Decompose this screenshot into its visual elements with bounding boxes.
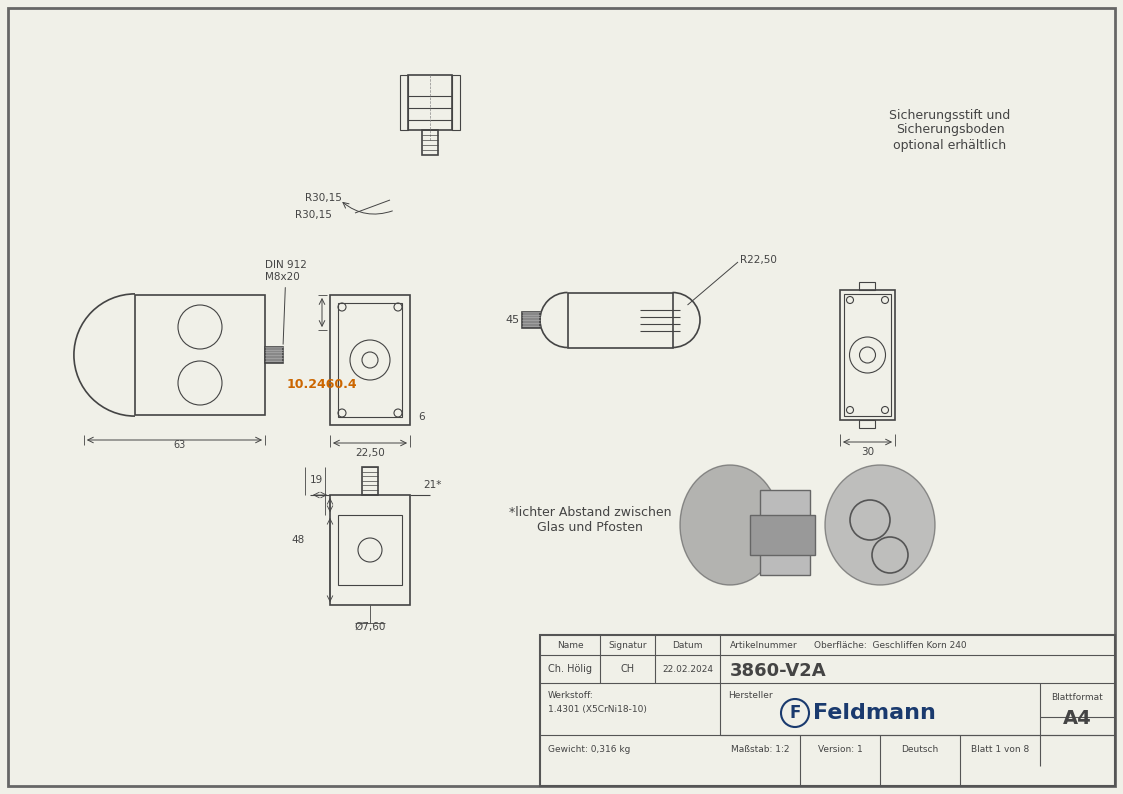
Bar bbox=[540, 635, 1115, 786]
Bar bbox=[422, 130, 438, 155]
Text: 22,50: 22,50 bbox=[355, 448, 385, 458]
Bar bbox=[265, 347, 283, 363]
Text: 19: 19 bbox=[309, 475, 322, 485]
Text: Ø7,60: Ø7,60 bbox=[355, 622, 385, 632]
Bar bbox=[760, 490, 810, 575]
Text: 21*: 21* bbox=[423, 480, 441, 490]
Text: *lichter Abstand zwischen
Glas und Pfosten: *lichter Abstand zwischen Glas und Pfost… bbox=[509, 506, 672, 534]
Text: 48: 48 bbox=[291, 535, 304, 545]
Text: Blattformat: Blattformat bbox=[1051, 692, 1104, 702]
Text: DIN 912
M8x20: DIN 912 M8x20 bbox=[265, 260, 307, 345]
Text: Signatur: Signatur bbox=[609, 641, 647, 649]
Text: 10.2460.4: 10.2460.4 bbox=[287, 379, 357, 391]
Text: Hersteller: Hersteller bbox=[728, 691, 773, 700]
Text: Werkstoff:: Werkstoff: bbox=[548, 691, 594, 700]
Ellipse shape bbox=[825, 465, 935, 585]
Bar bbox=[750, 515, 815, 555]
Bar bbox=[844, 294, 891, 416]
Bar bbox=[567, 292, 673, 348]
Text: Ch. Hölig: Ch. Hölig bbox=[548, 664, 592, 674]
Text: 1.4301 (X5CrNi18-10): 1.4301 (X5CrNi18-10) bbox=[548, 705, 647, 714]
Text: Sicherungsstift und
Sicherungsboden
optional erhältlich: Sicherungsstift und Sicherungsboden opti… bbox=[889, 109, 1011, 152]
Bar bbox=[408, 75, 451, 130]
Text: Feldmann: Feldmann bbox=[813, 703, 935, 723]
Text: 22.02.2024: 22.02.2024 bbox=[661, 665, 713, 673]
Text: Maßstab: 1:2: Maßstab: 1:2 bbox=[731, 745, 789, 754]
Text: 30: 30 bbox=[861, 447, 874, 457]
Bar bbox=[451, 75, 460, 130]
Bar bbox=[400, 75, 408, 130]
Text: Artikelnummer: Artikelnummer bbox=[730, 641, 797, 649]
Text: 3860-V2A: 3860-V2A bbox=[730, 662, 827, 680]
Text: A4: A4 bbox=[1063, 710, 1092, 729]
Bar bbox=[859, 282, 875, 290]
Text: R22,50: R22,50 bbox=[740, 255, 777, 265]
Text: 6: 6 bbox=[419, 412, 426, 422]
Text: CH: CH bbox=[620, 664, 634, 674]
Bar bbox=[362, 467, 378, 495]
Text: 63: 63 bbox=[174, 440, 186, 450]
Bar bbox=[338, 303, 402, 417]
Bar bbox=[859, 420, 875, 428]
Bar bbox=[840, 290, 895, 420]
Text: F: F bbox=[789, 704, 801, 722]
Bar bbox=[330, 295, 410, 425]
Text: Datum: Datum bbox=[673, 641, 703, 649]
Text: Blatt 1 von 8: Blatt 1 von 8 bbox=[971, 745, 1029, 754]
Text: R30,15: R30,15 bbox=[305, 193, 341, 203]
Bar bbox=[135, 295, 265, 415]
Text: Version: 1: Version: 1 bbox=[818, 745, 862, 754]
Text: Deutsch: Deutsch bbox=[902, 745, 939, 754]
Text: Oberfläche:  Geschliffen Korn 240: Oberfläche: Geschliffen Korn 240 bbox=[814, 641, 966, 649]
Ellipse shape bbox=[681, 465, 780, 585]
Bar bbox=[522, 312, 540, 328]
Text: 45: 45 bbox=[505, 315, 519, 325]
Text: R30,15: R30,15 bbox=[295, 210, 332, 220]
Text: Gewicht: 0,316 kg: Gewicht: 0,316 kg bbox=[548, 745, 630, 754]
Bar bbox=[338, 515, 402, 585]
Bar bbox=[330, 495, 410, 605]
Text: Name: Name bbox=[557, 641, 583, 649]
